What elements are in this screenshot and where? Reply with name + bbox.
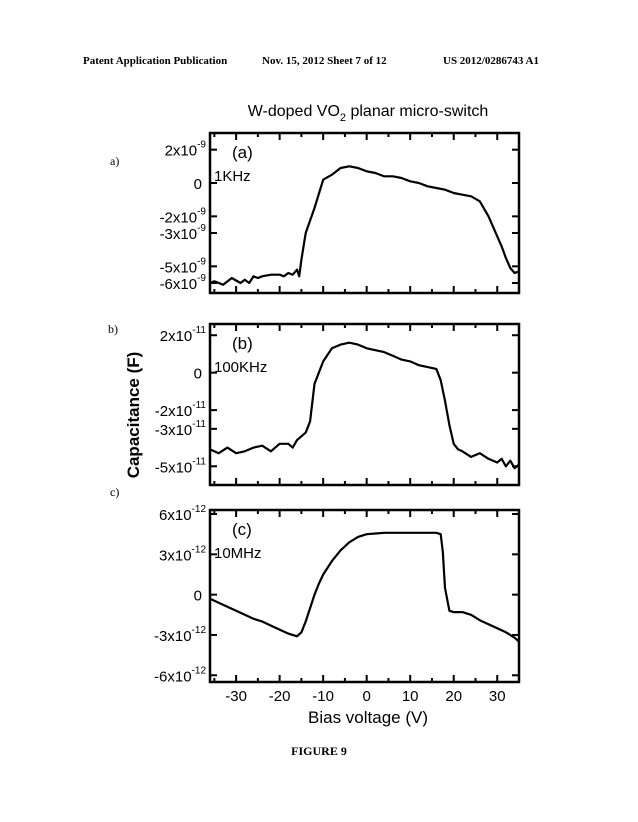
x-tick-label: 10	[402, 688, 419, 705]
chart-title-rest: planar micro-switch	[346, 103, 488, 120]
frequency-label: 1KHz	[214, 168, 251, 185]
panel-1: 2x10-11 0 -2x10-11-3x10-11 -5x10-11 (b) 100KH…	[155, 322, 521, 487]
x-tick-label: 30	[489, 688, 506, 705]
header-left: Patent Application Publication	[83, 55, 228, 67]
plot-frame	[208, 131, 521, 295]
panel-label: (c)	[232, 520, 252, 539]
panel-letter-a: a)	[110, 154, 120, 168]
y-tick-label: -6x10-12	[154, 665, 206, 685]
panel-label: (a)	[232, 143, 253, 162]
y-tick-label: -5x10-11	[155, 456, 207, 476]
plot-frame	[208, 322, 521, 487]
x-tick-label: -10	[312, 688, 334, 705]
y-tick-label: -3x10-9	[160, 223, 207, 243]
y-tick-label: 3x10-12	[159, 544, 206, 564]
panel-2: 6x10-12 3x10-12 0 -3x10-12 -6x10-12 (c) 10MHz	[154, 504, 521, 685]
chart-title: W-doped VO2 planar micro-switch	[248, 103, 489, 124]
y-tick-label: 0	[194, 588, 202, 605]
y-tick-label: -2x10-9	[160, 206, 207, 226]
y-tick-label: -2x10-11	[155, 400, 207, 420]
figure-caption: FIGURE 9	[291, 744, 347, 758]
chart-title-main: W-doped VO	[248, 103, 340, 120]
frequency-label: 10MHz	[214, 545, 262, 562]
y-tick-label: 0	[194, 366, 202, 383]
x-tick-label: -30	[225, 688, 247, 705]
y-axis-label: Capacitance (F)	[124, 352, 143, 479]
x-axis-label: Bias voltage (V)	[308, 708, 428, 727]
chart-title-subscript: 2	[340, 112, 346, 124]
series-line	[209, 341, 520, 470]
plot-frame	[208, 508, 521, 684]
header-right: US 2012/0286743 A1	[443, 55, 539, 67]
panel-letter-b: b)	[108, 322, 118, 336]
y-tick-label: -6x10-9	[160, 273, 207, 293]
x-tick-label: 0	[363, 688, 371, 705]
y-tick-label: 2x10-9	[165, 140, 207, 160]
x-tick-label: -20	[269, 688, 291, 705]
y-tick-label: -3x10-11	[155, 419, 207, 439]
frequency-label: 100KHz	[214, 359, 267, 376]
y-tick-label: 2x10-11	[160, 325, 207, 345]
series-line	[209, 165, 520, 286]
panel-letter-c: c)	[110, 485, 120, 499]
y-tick-label: 0	[194, 176, 202, 193]
panel-label: (b)	[232, 334, 253, 353]
header-middle: Nov. 15, 2012 Sheet 7 of 12	[262, 55, 387, 67]
x-tick-label: 20	[445, 688, 462, 705]
series-line	[209, 531, 520, 643]
y-tick-label: -5x10-9	[160, 256, 207, 276]
y-tick-label: -3x10-12	[154, 625, 206, 645]
y-tick-label: 6x10-12	[159, 504, 206, 524]
panel-0: 2x10-9 0 -2x10-9-3x10-9 -5x10-9-6x10-9 (a) 1K…	[160, 131, 521, 295]
